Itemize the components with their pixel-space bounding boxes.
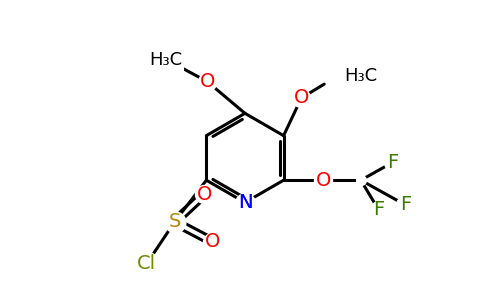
Text: H₃C: H₃C [149,51,182,69]
Text: N: N [238,193,252,212]
Text: N: N [238,193,252,212]
Text: O: O [316,171,331,190]
Text: S: S [168,212,181,231]
Text: O: O [199,72,215,91]
Text: F: F [373,200,384,219]
Text: F: F [400,196,411,214]
Text: O: O [197,184,212,204]
Text: F: F [387,153,398,172]
Text: O: O [294,88,309,107]
Text: O: O [205,232,220,251]
Text: H₃C: H₃C [344,67,377,85]
Text: Cl: Cl [137,254,156,273]
